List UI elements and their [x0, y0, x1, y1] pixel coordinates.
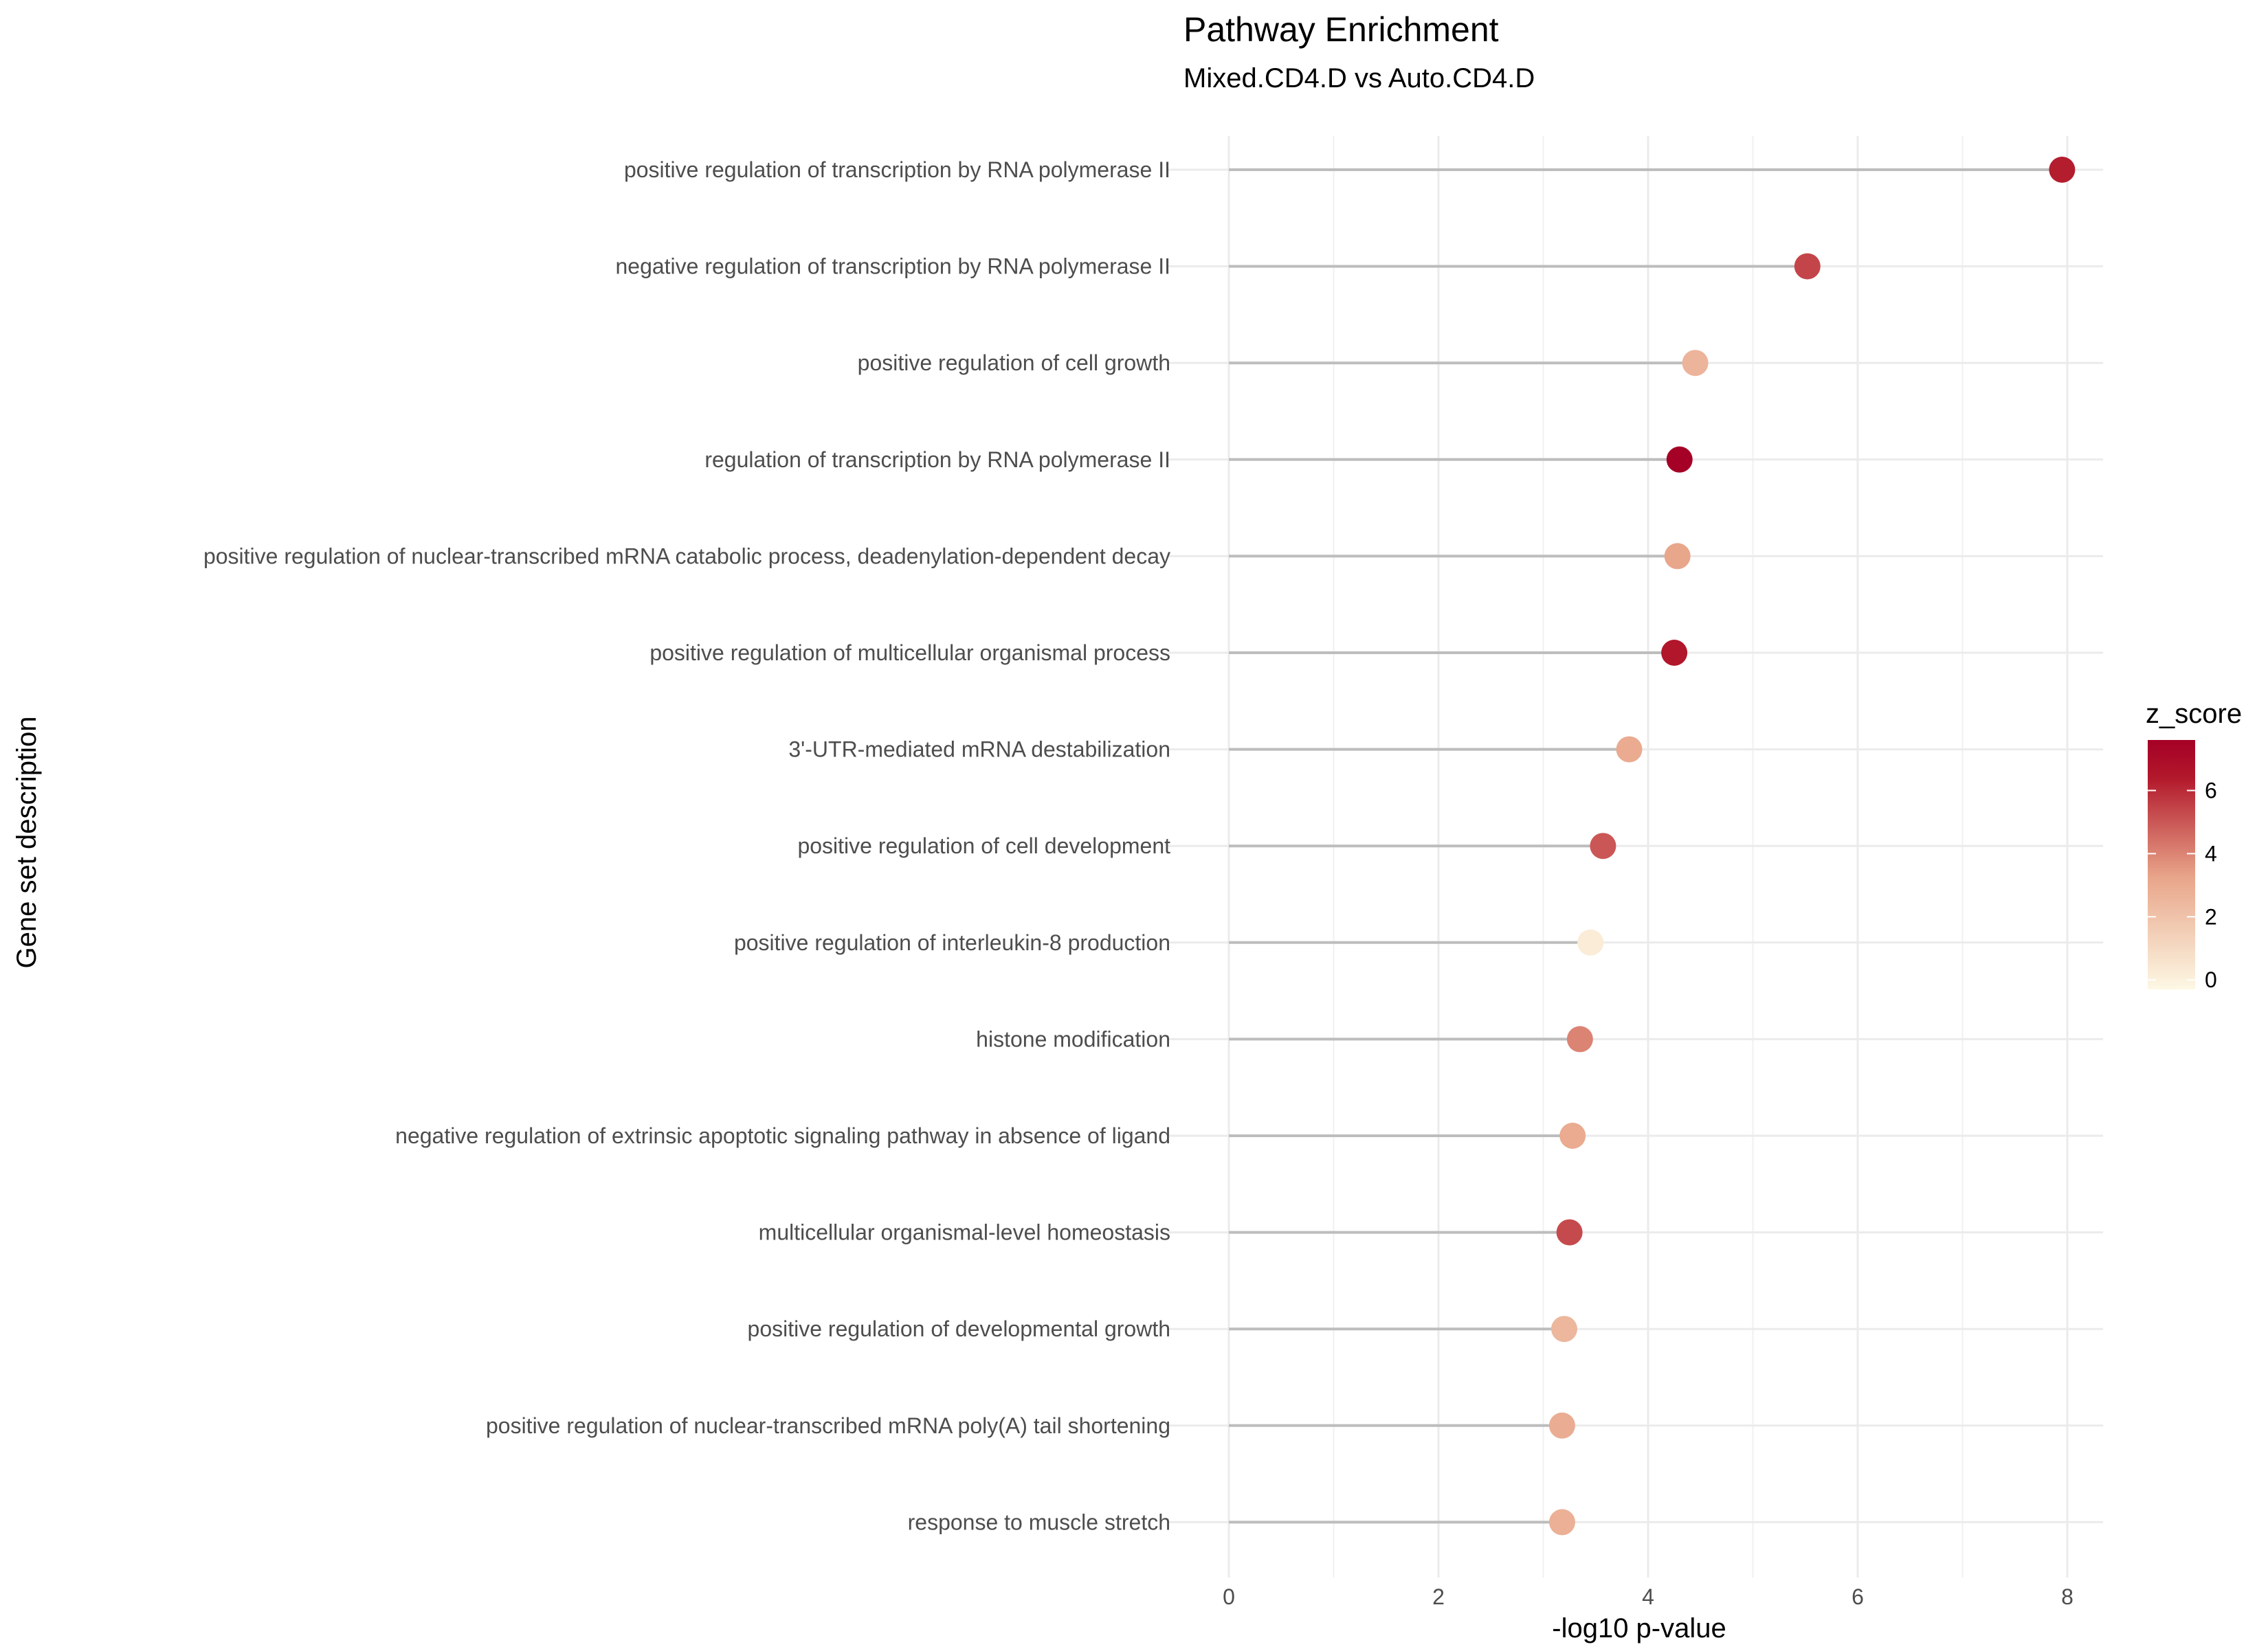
lollipop-point	[1559, 1123, 1586, 1149]
y-tick-label: histone modification	[976, 1027, 1170, 1051]
lollipop-point	[1664, 543, 1691, 570]
y-tick-label: positive regulation of cell growth	[858, 350, 1170, 375]
lollipop-points	[1548, 157, 2076, 1536]
legend-tick-label: 4	[2205, 841, 2217, 866]
legend-title: z_score	[2146, 699, 2242, 729]
lollipop-point	[1548, 1412, 1575, 1439]
x-tick-label: 2	[1432, 1584, 1445, 1609]
y-tick-label: negative regulation of extrinsic apoptot…	[395, 1123, 1170, 1148]
y-tick-label: positive regulation of transcription by …	[624, 157, 1170, 182]
grid	[1168, 136, 2103, 1578]
y-tick-label: positive regulation of cell development	[797, 833, 1170, 858]
y-tick-label: negative regulation of transcription by …	[615, 254, 1170, 279]
y-tick-label: response to muscle stretch	[908, 1510, 1170, 1534]
lollipop-point	[1577, 929, 1604, 956]
legend-tick-label: 6	[2205, 778, 2217, 803]
lollipop-point	[1551, 1316, 1577, 1343]
legend-colorbar	[2148, 740, 2195, 989]
y-tick-label: 3'-UTR-mediated mRNA destabilization	[788, 737, 1170, 762]
lollipop-point	[1556, 1219, 1583, 1246]
y-tick-label: regulation of transcription by RNA polym…	[704, 447, 1170, 472]
chart-title: Pathway Enrichment	[1183, 10, 1499, 49]
y-tick-label: positive regulation of nuclear-transcrib…	[203, 543, 1170, 568]
x-tick-label: 0	[1223, 1584, 1235, 1609]
lollipop-point	[1661, 640, 1688, 666]
y-axis-tick-labels: positive regulation of transcription by …	[203, 157, 1170, 1534]
x-tick-label: 4	[1642, 1584, 1654, 1609]
y-tick-label: positive regulation of nuclear-transcrib…	[486, 1413, 1170, 1438]
y-tick-label: positive regulation of multicellular org…	[649, 640, 1170, 665]
legend-ticks: 0 2 4 6	[2148, 778, 2217, 992]
legend-tick-label: 0	[2205, 967, 2217, 992]
lollipop-stems	[1229, 168, 2063, 1524]
lollipop-point	[2049, 157, 2076, 183]
lollipop-point	[1794, 253, 1821, 280]
y-tick-label: positive regulation of interleukin-8 pro…	[734, 930, 1170, 955]
x-tick-label: 8	[2061, 1584, 2074, 1609]
lollipop-point	[1666, 446, 1693, 473]
lollipop-point	[1590, 833, 1616, 860]
lollipop-point	[1566, 1026, 1593, 1053]
lollipop-point	[1682, 350, 1709, 377]
x-tick-label: 6	[1852, 1584, 1864, 1609]
x-axis-title: -log10 p-value	[1552, 1613, 1726, 1644]
chart-subtitle: Mixed.CD4.D vs Auto.CD4.D	[1183, 63, 1535, 93]
lollipop-point	[1548, 1509, 1575, 1536]
x-axis-tick-labels: 0 2 4 6 8	[1223, 1584, 2074, 1609]
legend-tick-label: 2	[2205, 904, 2217, 929]
y-tick-label: positive regulation of developmental gro…	[748, 1316, 1170, 1341]
y-axis-title: Gene set description	[12, 717, 42, 969]
y-tick-label: multicellular organismal-level homeostas…	[759, 1220, 1170, 1245]
lollipop-point	[1616, 736, 1643, 763]
color-legend: z_score 0 2 4 6	[2146, 699, 2242, 992]
